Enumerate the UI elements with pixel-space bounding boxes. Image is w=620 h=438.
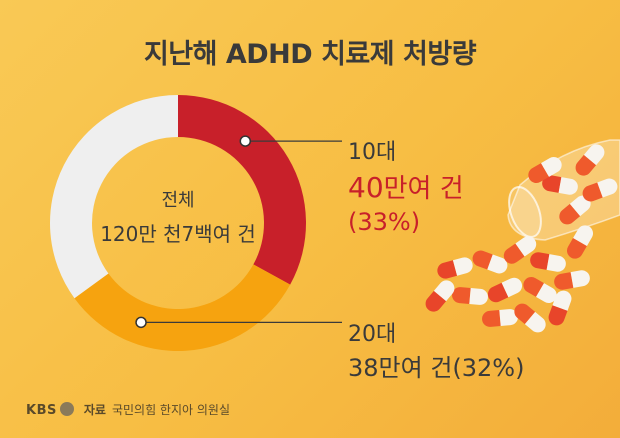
annotation-teens-percent: (33%)	[348, 208, 421, 236]
source-text: 국민의힘 한지아 의원실	[111, 403, 230, 417]
annotation-teens-value-unit: 만여 건	[383, 174, 464, 204]
capsule-pill	[582, 178, 618, 202]
center-label-total: 전체	[161, 190, 195, 211]
capsule-pill	[425, 280, 455, 312]
pills	[425, 144, 618, 333]
annotation-twenties-value: 38만여 건(32%)	[348, 354, 525, 382]
capsule-pill	[472, 250, 508, 274]
chart-title: 지난해 ADHD 치료제 처방량	[143, 39, 477, 70]
footer: KBS 자료 국민의힘 한지아 의원실	[26, 401, 230, 418]
annotation-teens-value: 40만여 건	[348, 168, 464, 205]
capsule-pill	[514, 303, 546, 333]
capsule-pill	[503, 236, 537, 264]
capsule-pill	[567, 225, 593, 259]
annotation-twenties-category: 20대	[348, 322, 397, 347]
kbs-logo-icon	[59, 402, 74, 416]
capsule-pill	[487, 277, 523, 303]
capsule-pill	[559, 195, 591, 225]
center-label-total-value: 120만 천7백여 건	[100, 222, 256, 246]
capsule-pill	[554, 270, 590, 290]
capsule-pill	[548, 290, 572, 326]
donut-slice-other	[49, 95, 178, 299]
donut-slice-teens	[178, 95, 306, 285]
capsule-pill	[523, 277, 557, 303]
annotation-teens-category: 10대	[348, 140, 397, 165]
leader-teens-marker	[239, 135, 252, 147]
annotation-teens-value-number: 40	[348, 171, 384, 204]
capsule-pill	[482, 309, 518, 327]
capsule-pill	[542, 175, 578, 195]
capsule-pill	[437, 257, 473, 279]
capsule-pill	[575, 144, 605, 176]
leader-twenties-marker	[135, 316, 147, 329]
source-label: 자료	[83, 403, 106, 417]
donut-slice-twenties	[74, 264, 291, 352]
capsule-pill	[528, 157, 562, 183]
capsule-pill	[452, 287, 488, 305]
kbs-logo: KBS	[26, 403, 57, 418]
capsule-pill	[530, 252, 566, 272]
